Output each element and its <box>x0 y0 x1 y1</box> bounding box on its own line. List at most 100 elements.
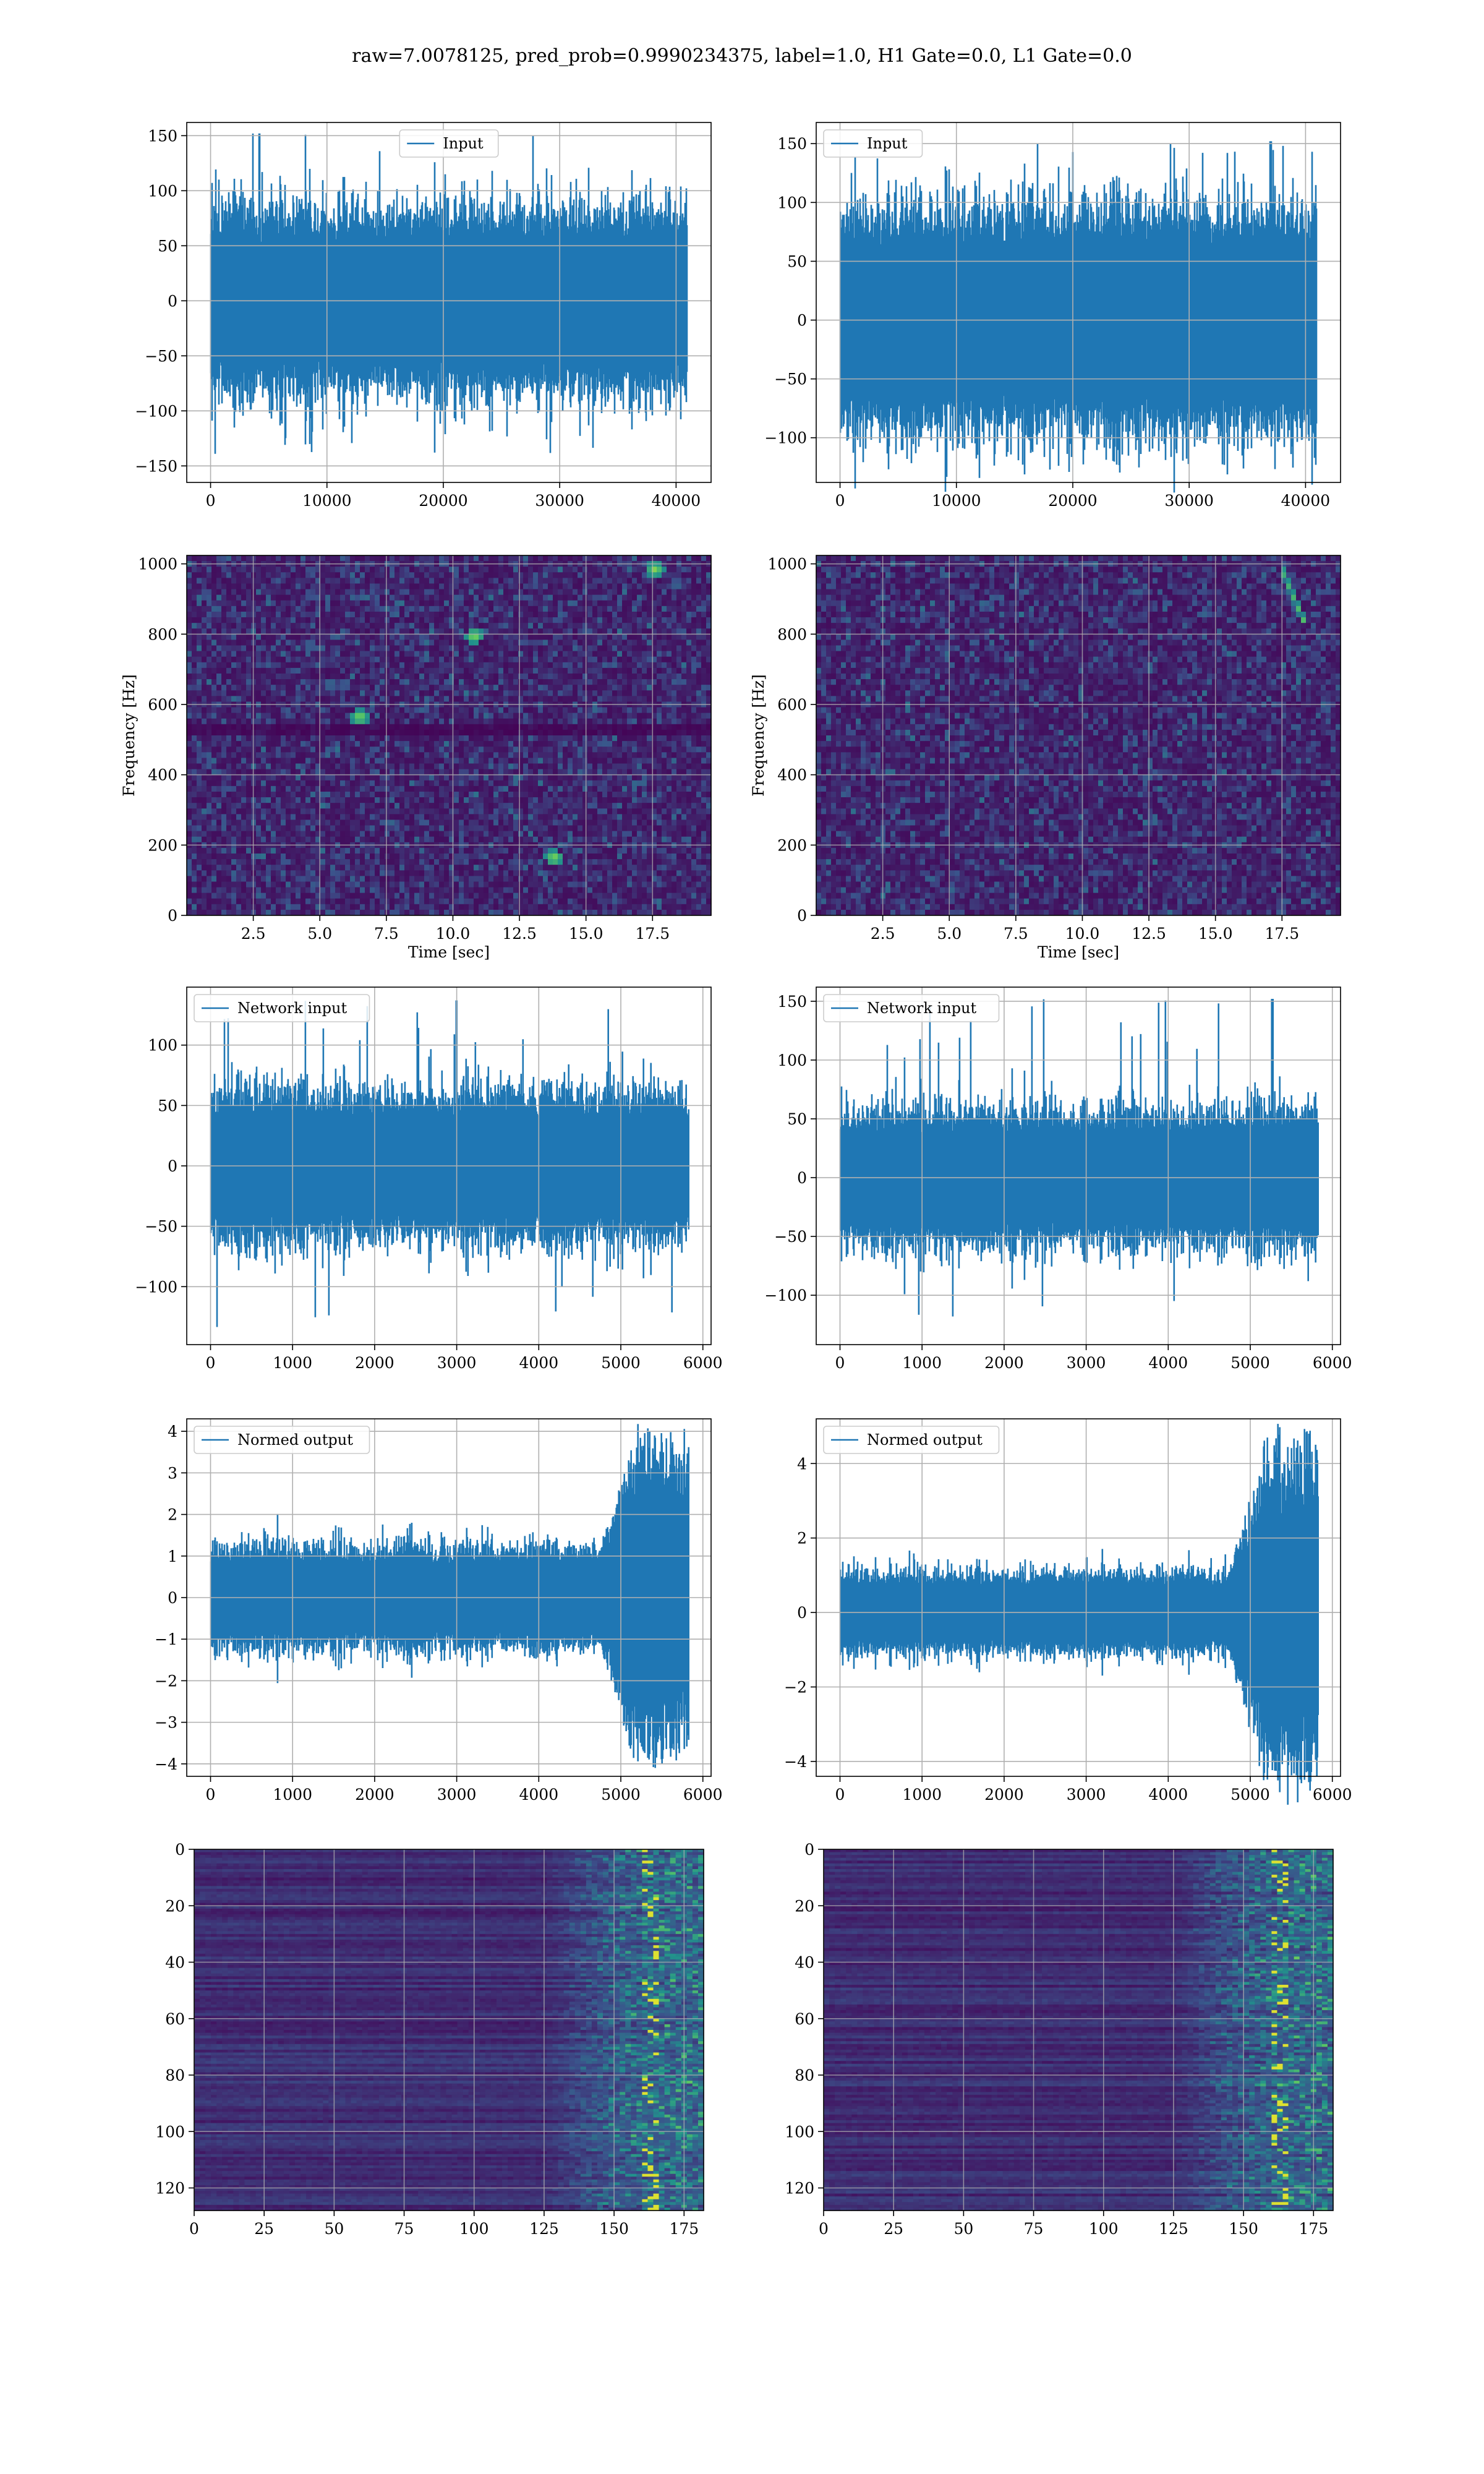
heatmap-cell <box>236 673 242 680</box>
heatmap-cell <box>271 578 276 584</box>
heatmap-cell <box>553 645 558 652</box>
heatmap-cell <box>286 763 291 770</box>
heatmap-cell <box>226 769 232 776</box>
heatmap-cell <box>429 640 435 646</box>
heatmap-cell <box>221 797 227 803</box>
heatmap-cell <box>211 909 217 916</box>
heatmap-cell <box>320 904 326 910</box>
heatmap-cell <box>503 814 509 820</box>
heatmap-cell <box>276 667 281 674</box>
heatmap-cell <box>409 747 415 753</box>
heatmap-cell <box>484 763 489 770</box>
heatmap-cell <box>216 578 222 584</box>
heatmap-cell <box>469 645 474 652</box>
heatmap-cell <box>498 752 504 758</box>
heatmap-cell <box>296 808 301 815</box>
heatmap-cell <box>528 578 534 584</box>
heatmap-cell <box>543 909 548 916</box>
heatmap-cell <box>385 803 390 809</box>
heatmap-cell <box>192 870 197 876</box>
heatmap-cell <box>444 785 450 792</box>
heatmap-cell <box>493 836 499 843</box>
heatmap-cell <box>513 667 519 674</box>
heatmap-cell <box>563 583 568 590</box>
heatmap-cell <box>538 718 544 725</box>
heatmap-cell <box>360 578 365 584</box>
heatmap-cell <box>202 640 207 646</box>
heatmap-cell <box>291 797 296 803</box>
heatmap-cell <box>365 774 370 781</box>
heatmap-cell <box>459 724 464 730</box>
heatmap-cell <box>548 651 553 657</box>
heatmap-cell <box>484 774 489 781</box>
heatmap-cell <box>503 696 509 703</box>
heatmap-cell <box>187 825 192 832</box>
heatmap-cell <box>221 600 227 607</box>
heatmap-cell <box>488 887 494 894</box>
heatmap-cell <box>503 667 509 674</box>
heatmap-cell <box>528 673 534 680</box>
heatmap-cell <box>221 617 227 623</box>
heatmap-cell <box>202 606 207 612</box>
heatmap-cell <box>315 640 321 646</box>
heatmap-cell <box>424 741 430 747</box>
heatmap-cell <box>498 696 504 703</box>
heatmap-cell <box>399 724 405 730</box>
heatmap-cell <box>330 780 336 787</box>
heatmap-cell <box>419 713 425 719</box>
heatmap-cell <box>419 600 425 607</box>
heatmap-cell <box>330 589 336 596</box>
heatmap-cell <box>211 881 217 888</box>
heatmap-cell <box>360 741 365 747</box>
heatmap-cell <box>266 690 271 696</box>
heatmap-cell <box>231 752 237 758</box>
heatmap-cell <box>370 606 375 612</box>
heatmap-cell <box>355 859 360 865</box>
heatmap-cell <box>305 887 311 894</box>
heatmap-cell <box>553 578 558 584</box>
heatmap-cell <box>498 836 504 843</box>
heatmap-cell <box>429 870 435 876</box>
heatmap-cell <box>192 803 197 809</box>
heatmap-cell <box>216 656 222 663</box>
heatmap-cell <box>558 667 563 674</box>
heatmap-cell <box>375 876 380 883</box>
heatmap-cell <box>533 667 539 674</box>
heatmap-cell <box>439 578 445 584</box>
heatmap-cell <box>404 572 410 578</box>
heatmap-cell <box>211 735 217 742</box>
heatmap-cell <box>409 865 415 871</box>
heatmap-cell <box>221 623 227 629</box>
heatmap-cell <box>459 741 464 747</box>
heatmap-cell <box>325 791 331 798</box>
heatmap-cell <box>281 606 286 612</box>
heatmap-cell <box>414 673 420 680</box>
heatmap-cell <box>187 673 192 680</box>
heatmap-cell <box>310 634 316 640</box>
heatmap-cell <box>231 814 237 820</box>
heatmap-cell <box>261 876 267 883</box>
heatmap-cell <box>305 780 311 787</box>
heatmap-cell <box>192 831 197 837</box>
heatmap-cell <box>320 623 326 629</box>
heatmap-cell <box>419 898 425 905</box>
heatmap-cell <box>444 656 450 663</box>
heatmap-cell <box>518 752 524 758</box>
heatmap-cell <box>543 904 548 910</box>
heatmap-cell <box>305 606 311 612</box>
heatmap-cell <box>202 600 207 607</box>
heatmap-cell <box>370 713 375 719</box>
heatmap-cell <box>553 870 558 876</box>
heatmap-cell <box>192 904 197 910</box>
heatmap-cell <box>390 791 395 798</box>
heatmap-cell <box>231 606 237 612</box>
heatmap-cell <box>256 876 262 883</box>
heatmap-cell <box>310 820 316 826</box>
heatmap-cell <box>216 881 222 888</box>
heatmap-cell <box>503 735 509 742</box>
heatmap-cell <box>207 713 212 719</box>
heatmap-cell <box>498 685 504 691</box>
heatmap-cell <box>192 820 197 826</box>
heatmap-cell <box>513 617 519 623</box>
heatmap-cell <box>538 651 544 657</box>
